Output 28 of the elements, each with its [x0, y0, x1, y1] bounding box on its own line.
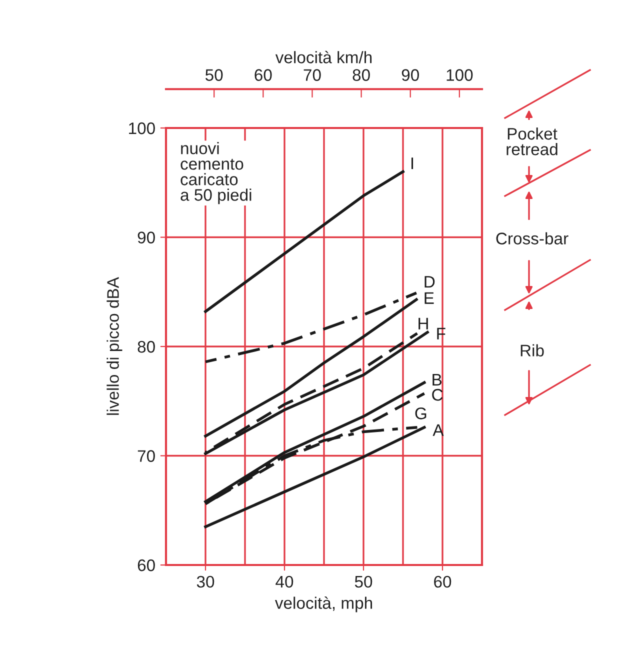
x-tick-label: 50 [354, 576, 372, 588]
x-tick-label: 30 [196, 576, 214, 588]
y-tick-label: 90 [138, 232, 155, 244]
x2-tick-label: 50 [205, 69, 223, 81]
x2-axis-title: velocità km/h [275, 50, 372, 64]
series-label: D [424, 276, 435, 288]
x2-tick-label: 100 [446, 69, 473, 81]
x-tick-label: 60 [434, 576, 452, 588]
text: Cross-bar [496, 232, 568, 244]
y-tick-label: 100 [129, 122, 155, 134]
series-label: E [424, 292, 434, 304]
series-label: H [418, 318, 428, 330]
series-label: G [415, 408, 426, 420]
y-tick-label: 60 [138, 559, 155, 572]
y-tick-label: 70 [138, 450, 155, 462]
series-label: B [432, 374, 442, 386]
x2-tick-label: 90 [402, 69, 419, 81]
y-axis-title: livello di picco dBA [106, 277, 122, 415]
annotation: nuovi cemento caricato a 50 piedi [180, 142, 252, 204]
x2-tick-label: 80 [352, 69, 370, 81]
x2-tick-label: 60 [254, 69, 272, 81]
x-tick-label: 40 [276, 576, 294, 588]
x-axis-title: velocità, mph [274, 596, 372, 612]
y-tick-label: 80 [138, 340, 155, 353]
text: Pocket retread [506, 127, 558, 156]
x2-tick-label: 70 [304, 69, 321, 81]
text: Rib [520, 344, 544, 356]
series-label: I [411, 158, 414, 170]
